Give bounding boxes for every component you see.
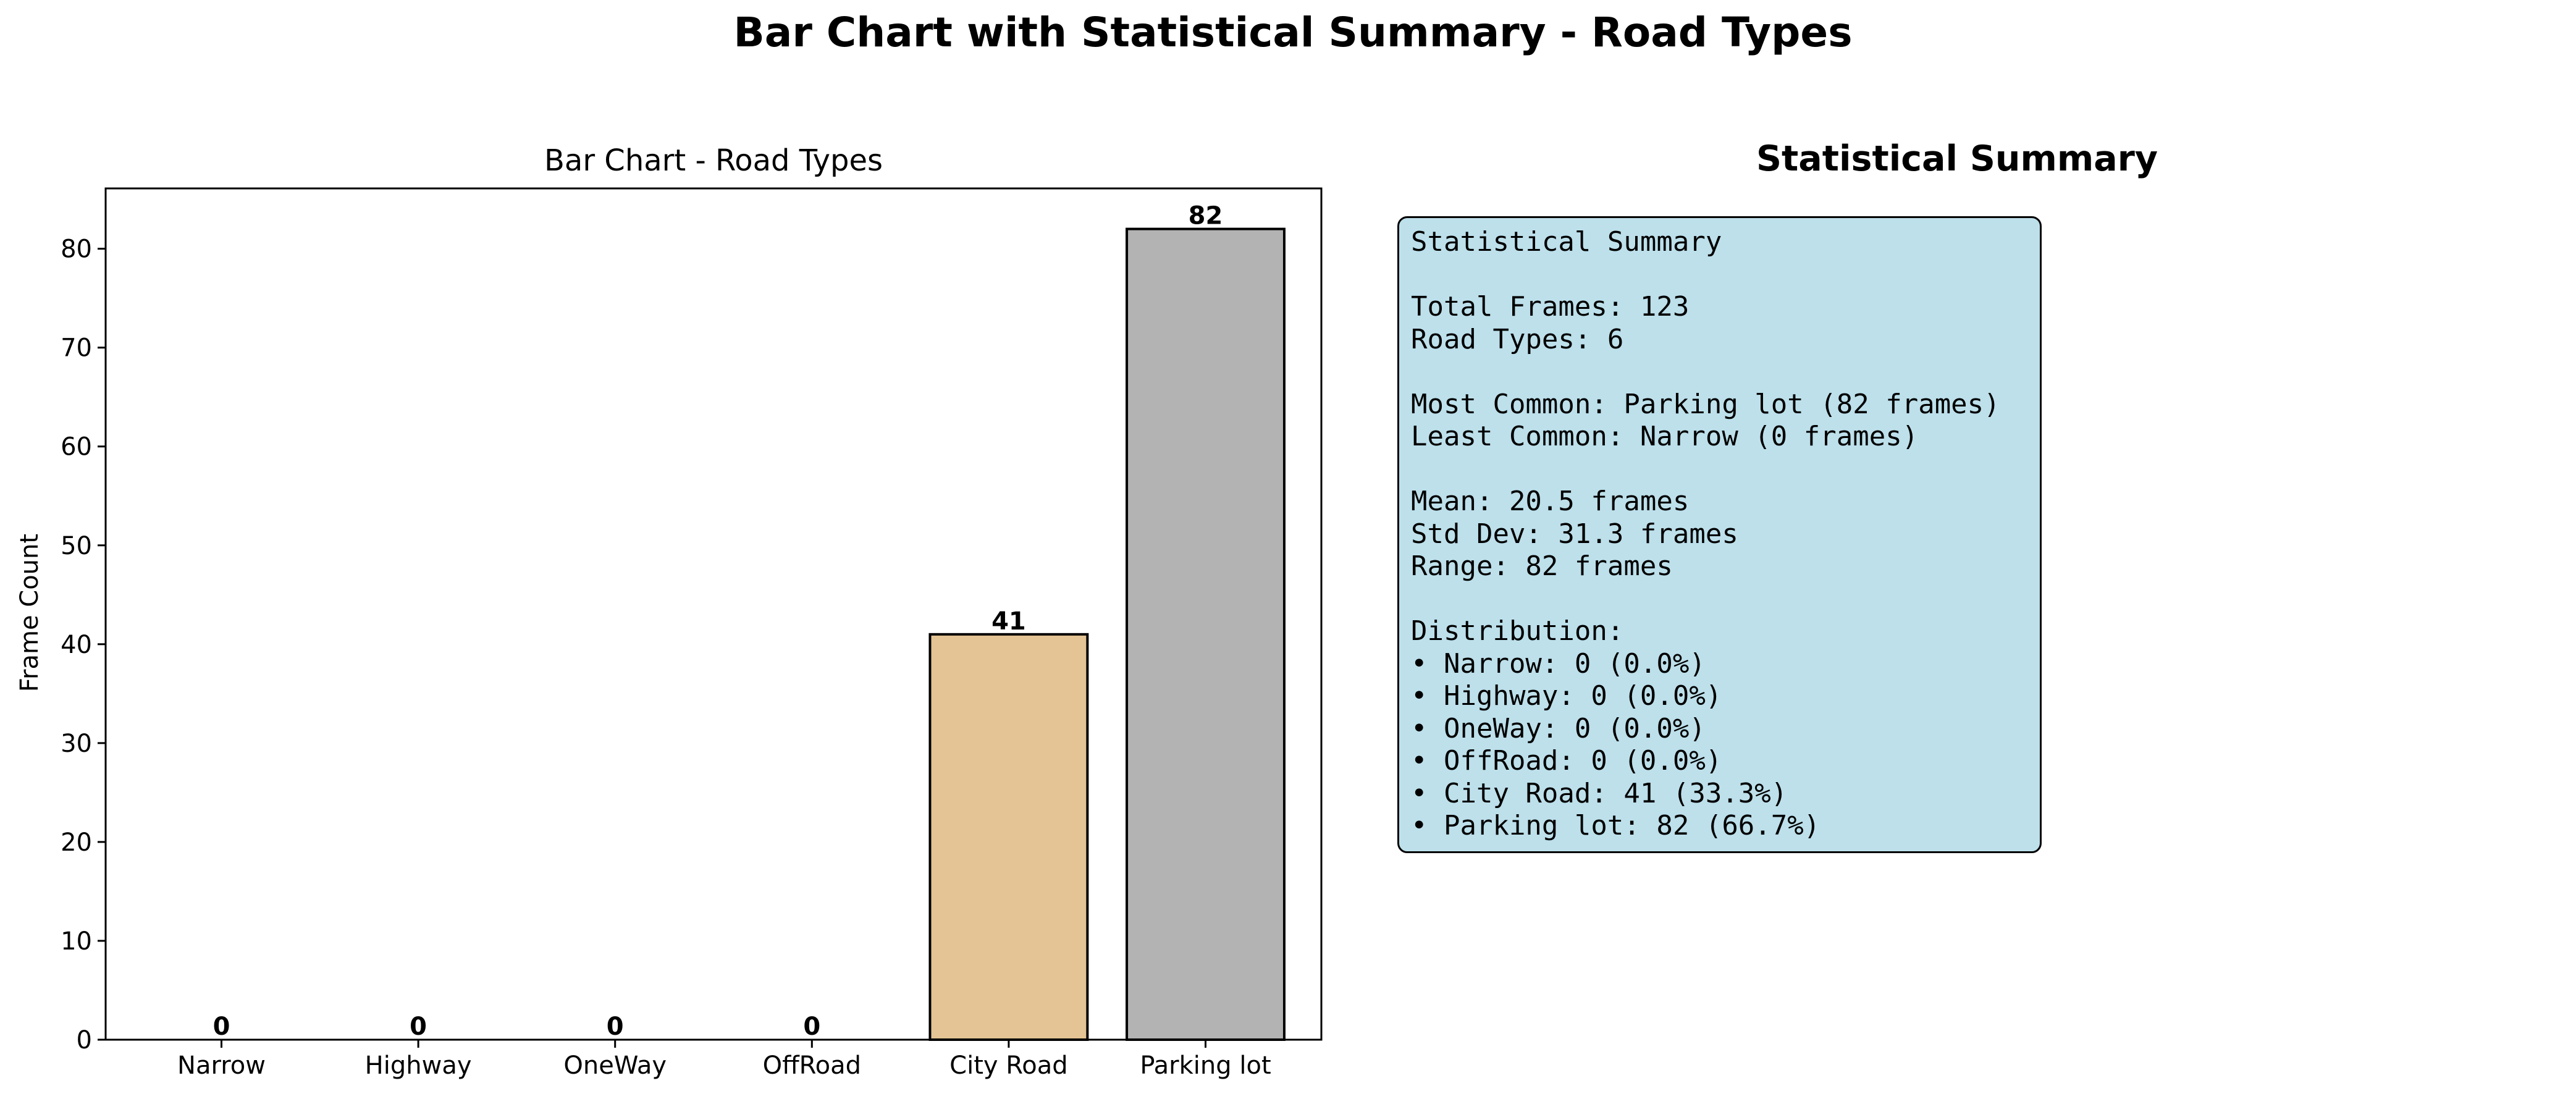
bar-value-label: 41 [991,607,1026,636]
bar-city-road [928,633,1089,1042]
summary-line: Total Frames: 123 [1411,291,1690,322]
summary-line: Least Common: Narrow (0 frames) [1411,421,1919,452]
bars [928,227,1286,1042]
bar-value-label: 0 [213,1013,230,1041]
summary-line: Range: 82 frames [1411,550,1673,582]
summary-line: • City Road: 41 (33.3%) [1411,777,1788,809]
y-tick-label: 70 [61,334,92,363]
summary-line [1411,356,2000,389]
y-tick-label: 30 [61,730,92,758]
y-tick-label: 80 [61,235,92,264]
bar-value-labels: 0 0 0 0 41 82 [213,202,1223,1041]
x-axis-ticks: Narrow Highway OneWay OffRoad City Road Parki… [177,1040,1271,1080]
summary-line: Distribution: [1411,615,1624,647]
summary-line: • OneWay: 0 (0.0%) [1411,712,1706,744]
chart-title: Bar Chart - Road Types [544,143,883,178]
bar-value-label: 0 [803,1013,820,1041]
summary-line [1411,259,2000,292]
summary-line: Std Dev: 31.3 frames [1411,518,1738,550]
bar-value-label: 0 [607,1013,624,1041]
x-tick-label: Highway [365,1051,472,1080]
x-tick-label: OneWay [563,1051,667,1080]
figure-title: Bar Chart with Statistical Summary - Roa… [734,9,1853,56]
y-tick-label: 10 [61,927,92,956]
plot-frame [104,187,1323,1041]
summary-line: • Highway: 0 (0.0%) [1411,680,1722,712]
statistical-summary-box [1397,216,2042,853]
x-tick-label: Narrow [177,1051,266,1080]
statistical-summary-text: Statistical Summary Total Frames: 123 Road… [1411,226,2000,843]
y-tick-label: 60 [61,433,92,461]
y-axis-ticks: 0 10 20 30 40 50 60 70 80 [61,235,106,1055]
bar-value-label: 82 [1189,202,1223,230]
y-tick-label: 50 [61,532,92,560]
summary-line: • Narrow: 0 (0.0%) [1411,647,1706,680]
y-tick-label: 20 [61,828,92,857]
x-tick-label: Parking lot [1140,1051,1271,1080]
summary-line: Road Types: 6 [1411,323,1624,355]
y-axis-label: Frame Count [15,534,44,692]
bar-value-label: 0 [410,1013,427,1041]
x-tick-label: OffRoad [763,1051,861,1080]
summary-line: Statistical Summary [1411,226,1722,258]
summary-panel-title: Statistical Summary [1756,138,2158,179]
bar-chart: Bar Chart - Road Types Frame Count 0 10 20… [15,143,1323,1080]
y-tick-label: 0 [77,1026,92,1055]
summary-line [1411,453,2000,486]
x-tick-label: City Road [949,1051,1067,1080]
y-tick-label: 40 [61,631,92,659]
summary-line: • OffRoad: 0 (0.0%) [1411,745,1722,777]
summary-line: Mean: 20.5 frames [1411,486,1690,517]
summary-line: Most Common: Parking lot (82 frames) [1411,388,2000,420]
summary-line: • Parking lot: 82 (66.7%) [1411,810,1820,841]
summary-line [1411,583,2000,616]
bar-parking-lot [1126,227,1286,1042]
